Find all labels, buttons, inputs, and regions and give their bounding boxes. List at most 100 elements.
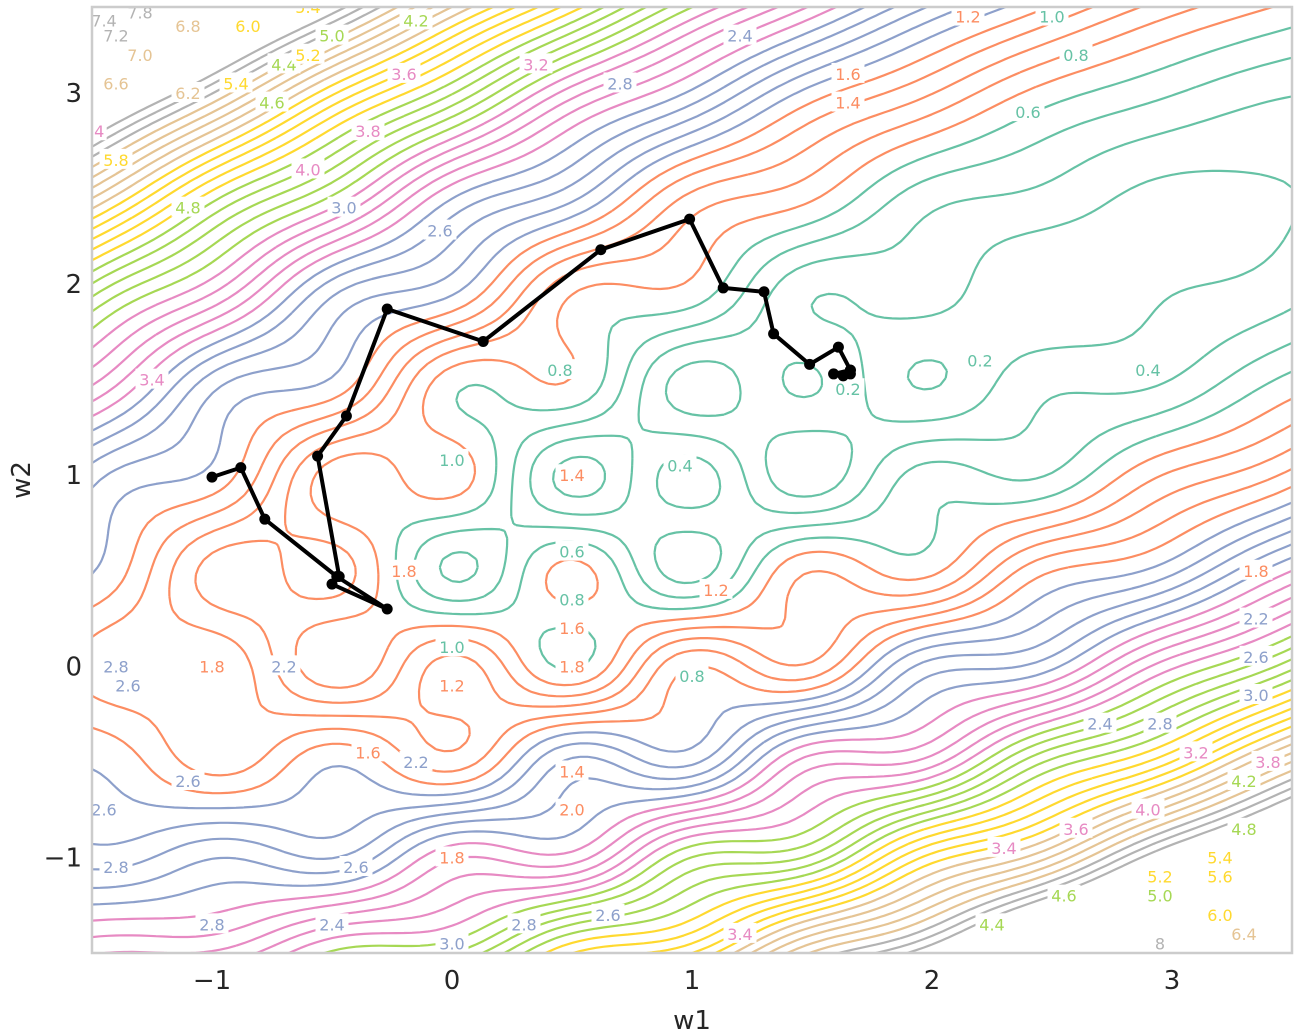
optimizer-path-point bbox=[595, 244, 607, 256]
contour-label-bg bbox=[291, 7, 325, 16]
contour-lines bbox=[92, 7, 1292, 953]
optimizer-path-point bbox=[235, 462, 247, 474]
contour-label: 0.8 bbox=[559, 590, 584, 609]
contour-label-bg bbox=[723, 922, 757, 943]
contour-level-0-8 bbox=[413, 56, 1292, 602]
contour-label-bg bbox=[555, 798, 589, 819]
contour-label: 6.4 bbox=[1231, 925, 1256, 944]
contour-label: 3.0 bbox=[331, 199, 356, 218]
contour-label: 2.8 bbox=[103, 657, 128, 676]
contour-label-bg bbox=[255, 91, 289, 112]
contour-label: 5.2 bbox=[1147, 868, 1172, 887]
contour-label-bg bbox=[92, 120, 107, 141]
optimizer-path-point bbox=[333, 571, 345, 583]
contour-label: 4.0 bbox=[295, 160, 320, 179]
x-tick-label: 1 bbox=[684, 966, 701, 996]
optimizer-path bbox=[206, 213, 856, 615]
contour-label-bg bbox=[99, 72, 133, 93]
contour-label: 1.6 bbox=[835, 65, 860, 84]
contour-label-bg bbox=[1143, 712, 1177, 733]
y-tick-label: 1 bbox=[65, 461, 82, 491]
optimizer-path-point bbox=[717, 282, 729, 294]
contour-label: 6.8 bbox=[175, 17, 200, 36]
x-tick-label: 2 bbox=[924, 966, 941, 996]
contour-label-bg bbox=[99, 655, 133, 676]
x-tick-label: −1 bbox=[193, 966, 231, 996]
contour-label-bg bbox=[231, 15, 265, 36]
contour-label-bg bbox=[267, 655, 301, 676]
x-axis-ticks: −1 0 1 2 3 bbox=[193, 966, 1180, 996]
contour-level-0-6 bbox=[438, 95, 1292, 585]
contour-label-bg bbox=[327, 196, 361, 217]
x-tick-label: 3 bbox=[1164, 966, 1181, 996]
optimizer-path-point bbox=[828, 368, 840, 380]
contour-label-bg bbox=[963, 349, 997, 370]
contour-label: 0.8 bbox=[679, 667, 704, 686]
contour-label: 2.6 bbox=[1243, 648, 1268, 667]
contour-label: 1.2 bbox=[703, 581, 728, 600]
contour-label-bg bbox=[975, 913, 1009, 934]
contour-label: 2.8 bbox=[199, 915, 224, 934]
contour-label: 2.8 bbox=[607, 74, 632, 93]
contour-label: 0.8 bbox=[547, 361, 572, 380]
contour-label: 4.2 bbox=[1231, 772, 1256, 791]
contour-label-bg bbox=[99, 148, 133, 169]
contour-label: 4 bbox=[94, 122, 104, 141]
contour-label: 1.4 bbox=[559, 762, 584, 781]
contour-label-bg bbox=[603, 72, 637, 93]
contour-label: 7.8 bbox=[127, 4, 152, 23]
contour-label: 3.4 bbox=[139, 371, 164, 390]
y-axis-ticks: −1 0 1 2 3 bbox=[44, 79, 82, 873]
contour-label-bg bbox=[1083, 712, 1117, 733]
contour-label-bg bbox=[1131, 798, 1165, 819]
contour-labels: 0.6 0.8 1.0 0.2 0.4 0.2 0.8 1.0 0.6 0.8 0.4 1.0 0.8 1… bbox=[92, 0, 1285, 953]
contour-label: 2.6 bbox=[595, 906, 620, 925]
contour-label-bg bbox=[123, 7, 157, 22]
contour-label-bg bbox=[1239, 559, 1273, 580]
contour-label: 3.0 bbox=[439, 934, 464, 953]
contour-label: 5.4 bbox=[223, 74, 248, 93]
contour-label-bg bbox=[351, 741, 385, 762]
contour-label: 1.4 bbox=[835, 94, 860, 113]
contour-label-bg bbox=[951, 7, 985, 26]
contour-label: 3.8 bbox=[1255, 753, 1280, 772]
contour-level-3-0 bbox=[92, 7, 1292, 906]
contour-label: 2.8 bbox=[511, 915, 536, 934]
contour-label: 4.4 bbox=[979, 915, 1004, 934]
y-axis-label: w2 bbox=[7, 461, 37, 499]
contour-label: 6.6 bbox=[103, 74, 128, 93]
contour-label: 1.0 bbox=[439, 451, 464, 470]
contour-label: 8 bbox=[1155, 934, 1165, 953]
contour-label: 1.2 bbox=[439, 676, 464, 695]
contour-label-bg bbox=[171, 770, 205, 790]
contour-label: 0.8 bbox=[1063, 46, 1088, 65]
contour-label-bg bbox=[291, 158, 325, 179]
contour-label-bg bbox=[435, 636, 469, 657]
contour-label: 4.8 bbox=[175, 199, 200, 218]
contour-label: 5.6 bbox=[1207, 868, 1232, 887]
contour-label: 2.4 bbox=[319, 915, 344, 934]
contour-label: 7.2 bbox=[103, 27, 128, 46]
contour-label-bg bbox=[135, 368, 169, 389]
y-tick-label: 2 bbox=[65, 270, 82, 300]
optimizer-path-point bbox=[844, 364, 856, 376]
contour-label-bg bbox=[435, 448, 469, 469]
contour-label: 0.4 bbox=[667, 457, 692, 476]
contour-label-bg bbox=[591, 903, 625, 924]
contour-label: 1.4 bbox=[559, 466, 584, 485]
contour-label-bg bbox=[92, 9, 121, 30]
contour-label: 1.8 bbox=[439, 848, 464, 867]
contour-label-bg bbox=[555, 760, 589, 781]
contour-label: 5.4 bbox=[295, 0, 320, 17]
contour-level-2-0 bbox=[92, 7, 1292, 795]
plot-frame bbox=[90, 5, 1294, 955]
contour-label: 3.6 bbox=[1063, 820, 1088, 839]
contour-label-bg bbox=[1179, 741, 1213, 762]
optimizer-path-point bbox=[684, 213, 696, 225]
contour-label: 5.8 bbox=[103, 151, 128, 170]
contour-label-bg bbox=[1203, 846, 1237, 867]
contour-label-bg bbox=[99, 24, 133, 45]
contour-label: 4.8 bbox=[1231, 820, 1256, 839]
contour-label-bg bbox=[555, 540, 589, 561]
contour-label: 0.6 bbox=[1015, 103, 1040, 122]
